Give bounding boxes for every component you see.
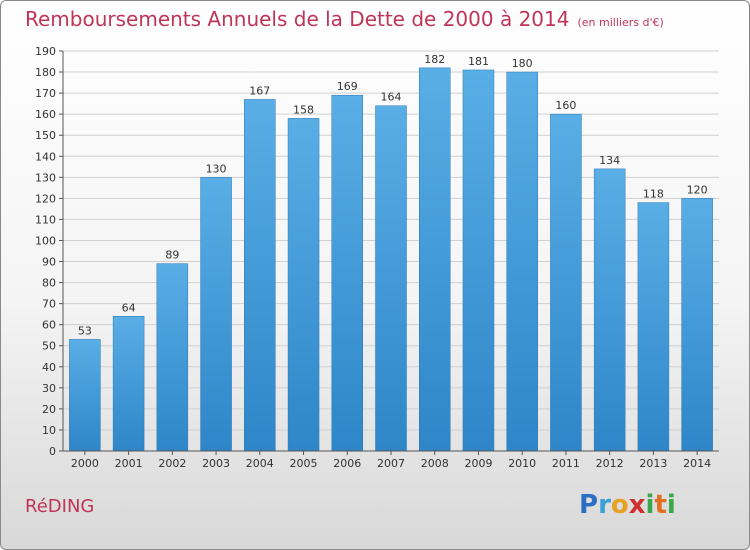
logo-letter: P bbox=[579, 490, 599, 520]
bar bbox=[200, 177, 232, 452]
x-tick-label: 2009 bbox=[464, 457, 492, 470]
bar bbox=[506, 71, 538, 452]
x-tick-label: 2014 bbox=[683, 457, 711, 470]
y-tick-label: 90 bbox=[42, 256, 56, 269]
bar-value-label: 64 bbox=[122, 301, 136, 314]
y-tick-label: 40 bbox=[42, 361, 56, 374]
bar bbox=[418, 67, 451, 452]
x-tick-label: 2008 bbox=[421, 457, 449, 470]
logo-letter: x bbox=[628, 490, 646, 520]
y-tick-label: 0 bbox=[49, 445, 56, 458]
bar-value-label: 169 bbox=[337, 80, 358, 93]
chart-title-text: Remboursements Annuels de la Dette de 20… bbox=[25, 7, 570, 31]
x-tick-label: 2007 bbox=[377, 457, 405, 470]
bar-value-label: 164 bbox=[381, 91, 402, 104]
bar-value-label: 158 bbox=[293, 103, 314, 116]
x-tick-label: 2011 bbox=[552, 457, 580, 470]
x-tick-label: 2012 bbox=[596, 457, 624, 470]
bar-value-label: 180 bbox=[512, 57, 533, 70]
bar-value-label: 53 bbox=[78, 324, 92, 337]
logo-letter: i bbox=[645, 490, 655, 520]
bar-value-label: 134 bbox=[599, 154, 620, 167]
bar bbox=[69, 339, 101, 452]
y-tick-label: 60 bbox=[42, 319, 56, 332]
bar bbox=[593, 168, 626, 452]
bar bbox=[681, 198, 713, 452]
bar-value-label: 167 bbox=[249, 84, 270, 97]
x-tick-label: 2004 bbox=[246, 457, 274, 470]
commune-name: RéDING bbox=[25, 496, 95, 517]
bar bbox=[637, 202, 670, 452]
x-tick-label: 2006 bbox=[333, 457, 361, 470]
bar bbox=[244, 99, 276, 452]
y-tick-label: 10 bbox=[42, 424, 56, 437]
bar-value-label: 181 bbox=[468, 55, 489, 68]
y-tick-label: 160 bbox=[35, 108, 56, 121]
x-tick-label: 2003 bbox=[202, 457, 230, 470]
y-tick-label: 150 bbox=[35, 129, 56, 142]
bar-value-label: 130 bbox=[206, 162, 227, 175]
y-tick-label: 180 bbox=[35, 66, 56, 79]
bar-chart: 53 64 89 130 167 158 169 164 182 181 180 160 134 118 1… bbox=[35, 45, 719, 470]
bar bbox=[331, 94, 364, 452]
y-tick-label: 50 bbox=[42, 340, 56, 353]
bar bbox=[462, 69, 495, 452]
logo-letter: o bbox=[610, 490, 629, 520]
x-tick-label: 2005 bbox=[290, 457, 318, 470]
x-tick-label: 2010 bbox=[508, 457, 536, 470]
y-tick-label: 120 bbox=[35, 192, 56, 205]
proxiti-logo: Proxiti bbox=[579, 490, 676, 520]
y-tick-label: 130 bbox=[35, 171, 56, 184]
y-tick-label: 190 bbox=[35, 45, 56, 58]
bar-value-label: 118 bbox=[643, 188, 664, 201]
y-tick-label: 20 bbox=[42, 403, 56, 416]
bar bbox=[550, 113, 582, 452]
y-tick-label: 80 bbox=[42, 277, 56, 290]
bar bbox=[156, 263, 189, 452]
bar bbox=[287, 118, 320, 452]
y-tick-label: 30 bbox=[42, 382, 56, 395]
x-tick-label: 2002 bbox=[158, 457, 186, 470]
bar bbox=[375, 105, 407, 452]
y-tick-label: 100 bbox=[35, 234, 56, 247]
bar-value-label: 160 bbox=[555, 99, 576, 112]
y-tick-label: 70 bbox=[42, 298, 56, 311]
chart-title: Remboursements Annuels de la Dette de 20… bbox=[25, 7, 664, 31]
x-tick-label: 2000 bbox=[71, 457, 99, 470]
x-tick-label: 2013 bbox=[639, 457, 667, 470]
logo-letter: i bbox=[666, 490, 676, 520]
bar-value-label: 182 bbox=[424, 53, 445, 66]
chart-unit-label: (en milliers d'€) bbox=[577, 16, 664, 29]
y-tick-label: 110 bbox=[35, 213, 56, 226]
bar bbox=[112, 316, 145, 452]
logo-letter: t bbox=[654, 490, 667, 520]
y-tick-label: 170 bbox=[35, 87, 56, 100]
bar-value-label: 89 bbox=[165, 249, 179, 262]
y-tick-label: 140 bbox=[35, 150, 56, 163]
logo-letter: r bbox=[598, 490, 611, 520]
x-tick-label: 2001 bbox=[115, 457, 143, 470]
bar-value-label: 120 bbox=[687, 183, 708, 196]
